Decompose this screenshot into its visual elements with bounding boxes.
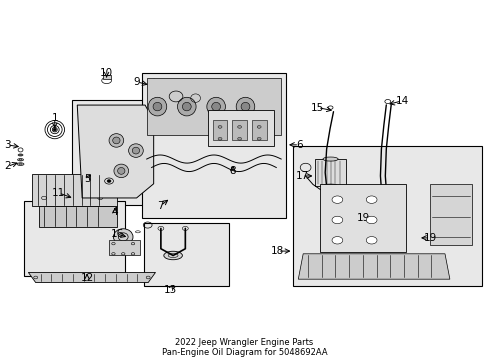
Ellipse shape bbox=[109, 134, 123, 147]
Ellipse shape bbox=[331, 216, 342, 224]
Bar bbox=[429, 184, 471, 246]
Ellipse shape bbox=[366, 216, 376, 224]
Text: 18: 18 bbox=[270, 246, 284, 256]
Ellipse shape bbox=[132, 147, 140, 154]
Bar bbox=[32, 174, 117, 206]
Text: 17: 17 bbox=[295, 171, 308, 181]
Bar bbox=[251, 120, 266, 140]
Bar bbox=[39, 206, 117, 227]
Polygon shape bbox=[28, 273, 155, 283]
Bar bbox=[232, 120, 246, 140]
Bar bbox=[212, 120, 227, 140]
Text: 9: 9 bbox=[133, 77, 140, 87]
Ellipse shape bbox=[163, 251, 182, 260]
Ellipse shape bbox=[237, 126, 241, 128]
Ellipse shape bbox=[107, 180, 111, 183]
Bar bbox=[146, 78, 281, 135]
Ellipse shape bbox=[331, 196, 342, 203]
Polygon shape bbox=[77, 105, 153, 198]
Ellipse shape bbox=[236, 97, 254, 116]
Bar bbox=[72, 100, 158, 205]
Ellipse shape bbox=[211, 102, 220, 111]
Ellipse shape bbox=[237, 138, 241, 140]
Text: 11: 11 bbox=[52, 188, 65, 198]
Ellipse shape bbox=[322, 157, 338, 161]
Ellipse shape bbox=[182, 102, 191, 111]
Ellipse shape bbox=[257, 126, 261, 128]
Ellipse shape bbox=[117, 167, 125, 174]
Bar bbox=[24, 201, 124, 276]
Ellipse shape bbox=[128, 144, 143, 157]
Text: 2022 Jeep Wrangler Engine Parts
Pan-Engine Oil Diagram for 5048692AA: 2022 Jeep Wrangler Engine Parts Pan-Engi… bbox=[162, 338, 326, 357]
Bar bbox=[102, 75, 110, 79]
Text: 19: 19 bbox=[356, 213, 369, 223]
Text: 6: 6 bbox=[295, 140, 302, 150]
Bar bbox=[108, 240, 140, 256]
Bar bbox=[320, 184, 405, 252]
Text: 1: 1 bbox=[51, 113, 58, 123]
Text: 10: 10 bbox=[100, 68, 113, 78]
Ellipse shape bbox=[322, 184, 338, 188]
Ellipse shape bbox=[218, 126, 222, 128]
Bar bbox=[143, 223, 229, 286]
Text: 8: 8 bbox=[229, 166, 236, 176]
Ellipse shape bbox=[112, 137, 120, 144]
Bar bbox=[315, 159, 345, 186]
Text: 5: 5 bbox=[83, 174, 90, 184]
Text: 7: 7 bbox=[157, 201, 163, 211]
Bar bbox=[142, 73, 285, 218]
Ellipse shape bbox=[153, 102, 162, 111]
Ellipse shape bbox=[113, 229, 133, 245]
Ellipse shape bbox=[148, 97, 166, 116]
Ellipse shape bbox=[241, 102, 249, 111]
Ellipse shape bbox=[366, 237, 376, 244]
Text: 19: 19 bbox=[423, 233, 436, 243]
Text: 14: 14 bbox=[394, 96, 408, 106]
Text: 12: 12 bbox=[80, 273, 94, 283]
Text: 15: 15 bbox=[310, 103, 324, 113]
Ellipse shape bbox=[114, 164, 128, 177]
Ellipse shape bbox=[53, 128, 56, 131]
Ellipse shape bbox=[206, 97, 225, 116]
Bar bbox=[293, 145, 481, 286]
Text: 13: 13 bbox=[163, 285, 177, 295]
Text: 3: 3 bbox=[4, 140, 11, 150]
Text: 2: 2 bbox=[4, 162, 11, 171]
Ellipse shape bbox=[331, 237, 342, 244]
Text: 16: 16 bbox=[110, 229, 124, 239]
Text: 4: 4 bbox=[111, 207, 118, 217]
Ellipse shape bbox=[177, 97, 196, 116]
Ellipse shape bbox=[366, 196, 376, 203]
Ellipse shape bbox=[257, 138, 261, 140]
Bar bbox=[207, 110, 273, 145]
Polygon shape bbox=[298, 254, 449, 279]
Ellipse shape bbox=[218, 138, 222, 140]
